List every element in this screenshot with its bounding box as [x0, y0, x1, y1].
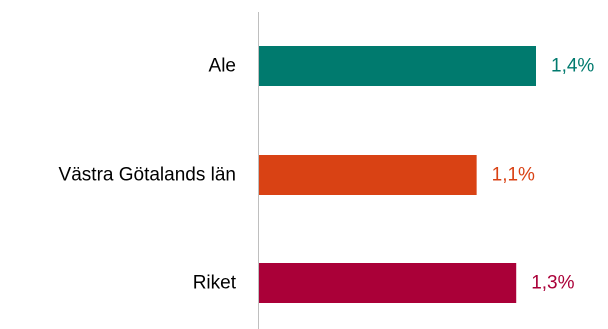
value-label-riket: 1,3% — [531, 273, 574, 294]
bar-vastra-gotalands-lan — [259, 155, 477, 195]
category-label-ale: Ale — [209, 56, 236, 77]
chart-marks: Ale 1,4% Västra Götalands län 1,1% Riket 1,3% — [59, 46, 594, 303]
value-label-vastra-gotalands-lan: 1,1% — [492, 165, 535, 186]
category-label-vastra-gotalands-lan: Västra Götalands län — [59, 165, 236, 186]
value-label-ale: 1,4% — [551, 56, 594, 77]
bar-ale — [259, 46, 536, 86]
category-label-riket: Riket — [193, 273, 237, 294]
bar-riket — [259, 263, 517, 303]
